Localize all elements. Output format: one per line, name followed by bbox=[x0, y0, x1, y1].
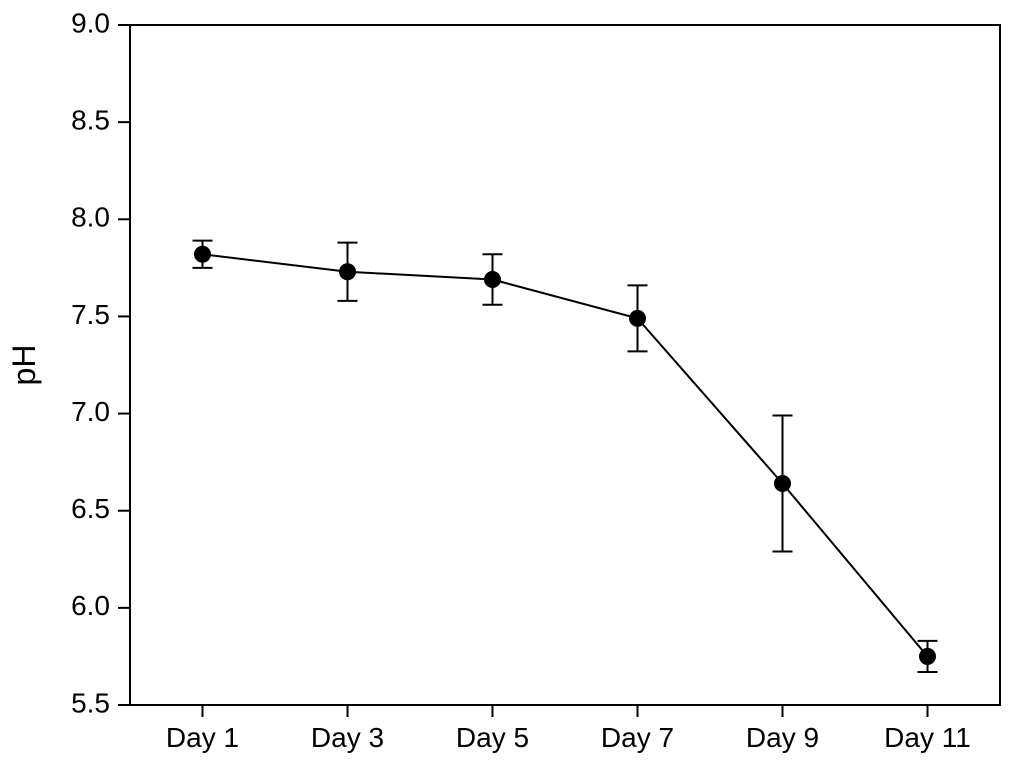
chart-svg: 5.5 6.0 6.5 7.0 7.5 8.0 8.5 9.0 pH Day 1 Day 3 Day … bbox=[0, 0, 1031, 765]
data-marker bbox=[630, 310, 646, 326]
plot-border bbox=[130, 25, 1000, 705]
data-marker bbox=[340, 264, 356, 280]
y-tick-label: 6.0 bbox=[71, 590, 110, 621]
y-tick-label: 7.0 bbox=[71, 396, 110, 427]
x-tick-label: Day 11 bbox=[884, 722, 971, 753]
y-tick-label: 5.5 bbox=[71, 687, 110, 718]
y-tick-label: 6.5 bbox=[71, 493, 110, 524]
data-marker bbox=[195, 246, 211, 262]
y-axis-label: pH bbox=[6, 345, 42, 386]
y-tick-label: 8.5 bbox=[71, 105, 110, 136]
x-tick-label: Day 5 bbox=[456, 722, 529, 753]
ph-line-chart: 5.5 6.0 6.5 7.0 7.5 8.0 8.5 9.0 pH Day 1 Day 3 Day … bbox=[0, 0, 1031, 765]
data-marker bbox=[775, 476, 791, 492]
data-marker bbox=[485, 272, 501, 288]
y-tick-label: 8.0 bbox=[71, 202, 110, 233]
data-marker bbox=[920, 648, 936, 664]
x-tick-label: Day 9 bbox=[746, 722, 819, 753]
x-tick-label: Day 1 bbox=[166, 722, 239, 753]
y-tick-label: 9.0 bbox=[71, 7, 110, 38]
x-tick-label: Day 3 bbox=[311, 722, 384, 753]
data-line bbox=[203, 254, 928, 656]
y-tick-label: 7.5 bbox=[71, 299, 110, 330]
x-tick-label: Day 7 bbox=[601, 722, 674, 753]
